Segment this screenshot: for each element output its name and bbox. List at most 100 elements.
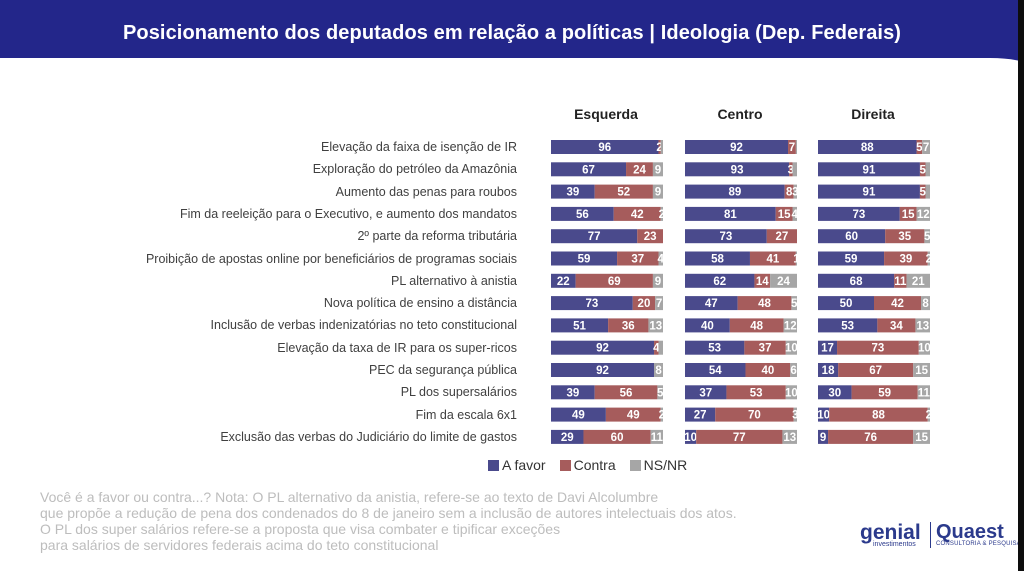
bar-segment-contra [899, 206, 917, 221]
legend-item-ns-nr: NS/NR [629, 457, 687, 473]
bar-value-label: 15 [915, 432, 928, 444]
bar-value-label: 13 [649, 320, 662, 332]
bar-segment-ns-nr [660, 206, 663, 221]
bar-segment-a-favor [818, 206, 900, 221]
bar-segment-ns-nr [916, 206, 930, 221]
bar-value-label: 60 [611, 432, 624, 444]
bar-segment-a-favor [551, 251, 618, 266]
bar-segment-contra [617, 251, 659, 266]
bar-value-label: 2 [659, 410, 665, 422]
bar-segment-a-favor [818, 385, 852, 400]
category-label: Nova política de ensino a distância [323, 296, 517, 311]
bar-value-label: 39 [566, 187, 579, 199]
bar-value-label: 24 [777, 276, 790, 288]
bar-segment-ns-nr [795, 251, 797, 266]
bar-value-label: 67 [582, 164, 595, 176]
bar-segment-contra [766, 229, 797, 244]
bar-value-label: 69 [608, 276, 621, 288]
bar-value-label: 73 [852, 209, 865, 221]
bar-value-label: 5 [791, 298, 798, 310]
panel-header-esquerda: Esquerda [574, 106, 638, 122]
bar-segment-ns-nr [648, 318, 663, 333]
bar-segment-a-favor [685, 318, 730, 333]
bar-value-label: 60 [845, 231, 858, 243]
bar-value-label: 4 [653, 343, 660, 355]
bar-segment-ns-nr [915, 318, 930, 333]
bar-value-label: 17 [821, 343, 834, 355]
bar-segment-contra [919, 184, 926, 199]
bar-segment-ns-nr [783, 318, 797, 333]
bar-value-label: 27 [694, 410, 707, 422]
bar-segment-contra [613, 206, 661, 221]
legend-swatch-contra [559, 459, 571, 471]
bar-value-label: 5 [657, 387, 664, 399]
panel-header-centro: Centro [717, 106, 763, 122]
genial-logo: genial [860, 521, 921, 544]
bar-segment-ns-nr [785, 385, 797, 400]
bar-value-label: 34 [890, 320, 903, 332]
bar-value-label: 48 [758, 298, 771, 310]
bar-segment-ns-nr [922, 140, 930, 154]
bar-value-label: 42 [891, 298, 904, 310]
bar-segment-a-favor [685, 363, 746, 377]
bar-segment-contra [745, 363, 791, 377]
bar-segment-contra [829, 407, 928, 422]
bar-value-label: 6 [790, 365, 796, 377]
bar-segment-a-favor [551, 162, 627, 177]
bar-value-label: 1 [793, 254, 800, 266]
bar-value-label: 22 [557, 276, 570, 288]
bar-segment-ns-nr [790, 363, 797, 377]
quaest-logo-subtitle: CONSULTORIA & PESQUISA [936, 541, 1021, 547]
bar-segment-contra [594, 184, 653, 199]
bar-value-label: 40 [761, 365, 774, 377]
bar-segment-contra [654, 340, 659, 355]
bar-value-label: 9 [655, 187, 661, 199]
bar-segment-ns-nr [906, 273, 930, 288]
bar-value-label: 47 [705, 298, 718, 310]
bar-segment-ns-nr [918, 340, 930, 355]
category-label: Aumento das penas para roubos [335, 184, 517, 199]
bar-segment-contra [626, 162, 653, 177]
bar-value-label: 73 [719, 231, 732, 243]
bar-value-label: 89 [728, 187, 741, 199]
bar-value-label: 2 [926, 254, 932, 266]
category-label: PL dos supersalários [400, 385, 517, 400]
bar-segment-ns-nr [652, 162, 663, 177]
category-label: Exclusão das verbas do Judiciário do lim… [220, 429, 517, 444]
bar-value-label: 67 [869, 365, 882, 377]
category-label: Elevação da taxa de IR para os super-ric… [277, 340, 517, 355]
bar-segment-ns-nr [793, 407, 797, 422]
bar-segment-contra [594, 385, 658, 400]
bar-segment-a-favor [685, 429, 697, 444]
bar-value-label: 27 [775, 231, 788, 243]
bar-value-label: 23 [644, 231, 657, 243]
bar-value-label: 21 [912, 276, 925, 288]
bar-value-label: 54 [709, 365, 722, 377]
bar-value-label: 91 [863, 164, 876, 176]
bar-value-label: 8 [922, 298, 929, 310]
bar-segment-ns-nr [927, 407, 930, 422]
bar-value-label: 68 [850, 276, 863, 288]
bar-segment-contra [658, 140, 661, 154]
footnote: Você é a favor ou contra...? Nota: O PL … [40, 489, 820, 553]
bar-value-label: 48 [750, 320, 763, 332]
bar-segment-ns-nr [660, 407, 663, 422]
bar-segment-ns-nr [658, 251, 663, 266]
bar-value-label: 76 [864, 432, 877, 444]
bar-segment-ns-nr [650, 429, 663, 444]
bar-value-label: 7 [789, 142, 795, 154]
bar-value-label: 11 [651, 432, 664, 444]
legend-item-contra: Contra [559, 457, 616, 473]
bar-segment-ns-nr [795, 140, 797, 154]
bar-segment-a-favor [685, 385, 727, 400]
bar-value-label: 15 [902, 209, 915, 221]
bar-segment-a-favor [818, 407, 830, 422]
bar-segment-ns-nr [917, 385, 930, 400]
bar-value-label: 13 [916, 320, 929, 332]
bar-segment-ns-nr [792, 162, 797, 177]
category-label: Proibição de apostas online por benefici… [145, 251, 517, 266]
bar-value-label: 39 [566, 387, 579, 399]
bar-value-label: 56 [576, 209, 589, 221]
bar-segment-ns-nr [652, 184, 663, 199]
